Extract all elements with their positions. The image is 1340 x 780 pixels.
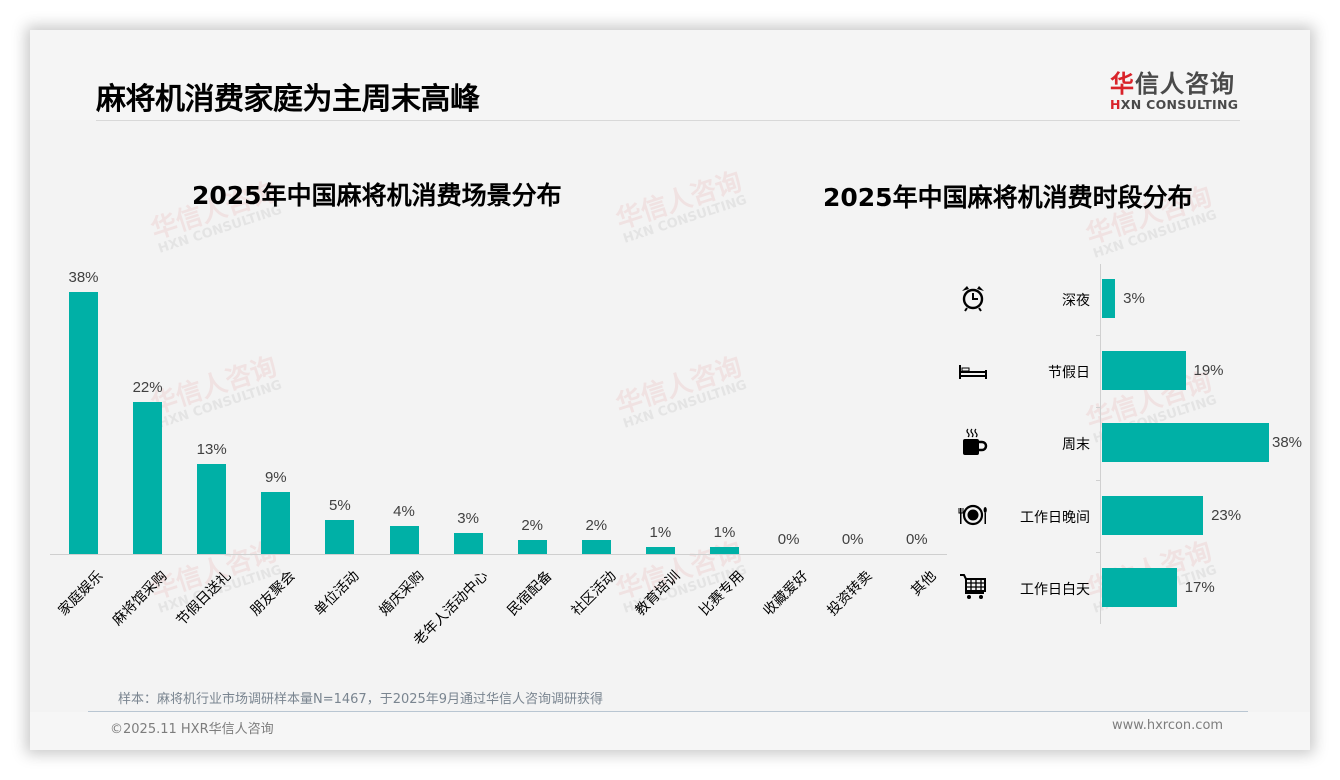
x-category-label: 教育培训 xyxy=(632,568,684,620)
shopping-cart-icon xyxy=(958,572,988,602)
y-category-label: 深夜 xyxy=(1062,293,1090,309)
page-title: 麻将机消费家庭为主周末高峰 xyxy=(96,82,480,117)
bar-value-label: 38% xyxy=(68,269,99,286)
x-category-label: 其他 xyxy=(908,568,940,600)
bar[interactable] xyxy=(1102,423,1269,463)
bar-value-label: 5% xyxy=(329,496,351,514)
slide: 麻将机消费家庭为主周末高峰 华信人咨询 HXN CONSULTING 华信人咨询… xyxy=(30,30,1310,750)
bar-value-label: 0% xyxy=(777,531,800,548)
bar[interactable] xyxy=(645,547,675,554)
x-category-label: 投资转卖 xyxy=(824,568,876,620)
website-link[interactable]: www.hxrcon.com xyxy=(1112,718,1224,733)
bar-value-label: 38% xyxy=(1272,434,1303,452)
plate-cutlery-icon xyxy=(958,500,988,530)
bar[interactable] xyxy=(325,519,355,554)
bar[interactable] xyxy=(710,547,739,554)
bar[interactable] xyxy=(581,540,611,554)
bar-value-label: 9% xyxy=(264,468,287,486)
bar-value-label: 19% xyxy=(1193,362,1224,380)
bar-value-label: 3% xyxy=(1123,290,1145,307)
logo-en: HXN CONSULTING xyxy=(1110,97,1239,112)
bar-value-label: 3% xyxy=(457,510,479,528)
coffee-mug-icon xyxy=(958,427,988,457)
bar[interactable] xyxy=(197,464,227,554)
x-category-label: 家庭娱乐 xyxy=(55,568,107,620)
bar-value-label: 22% xyxy=(132,379,163,397)
footer-divider xyxy=(88,711,1248,712)
axis-tick xyxy=(1096,551,1101,553)
title-divider xyxy=(96,120,1240,121)
x-category-label: 婚庆采购 xyxy=(376,568,427,620)
brand-logo: 华信人咨询 HXN CONSULTING xyxy=(1110,64,1240,112)
x-category-label: 节假日送礼 xyxy=(173,568,235,629)
scene-distribution-chart: 38% 家庭娱乐 22% 麻将馆采购 13% 节假日送礼 9% 朋友聚会 5% 单位活动 4% 婚庆采… xyxy=(30,30,1310,750)
bar-value-label: 13% xyxy=(196,441,227,459)
sample-note: 样本：麻将机行业市场调研样本量N=1467，于2025年9月通过华信人咨询调研获… xyxy=(118,692,604,707)
y-category-label: 工作日晚间 xyxy=(1020,509,1090,526)
bar-value-label: 4% xyxy=(393,503,415,521)
bar[interactable] xyxy=(453,533,483,554)
copyright: ©2025.11 HXR华信人咨询 xyxy=(110,722,274,737)
axis-tick xyxy=(1096,479,1101,481)
header-band xyxy=(30,30,1310,120)
x-category-label: 社区活动 xyxy=(568,568,620,620)
axis-tick xyxy=(1096,335,1101,337)
x-category-label: 单位活动 xyxy=(311,568,363,620)
bar-value-label: 1% xyxy=(649,524,672,542)
bar-value-label: 0% xyxy=(905,531,928,548)
x-axis-line xyxy=(50,554,947,555)
bar[interactable] xyxy=(69,292,98,554)
bar-value-label: 17% xyxy=(1184,578,1215,596)
axis-tick xyxy=(1096,407,1101,409)
bar-value-label: 23% xyxy=(1211,506,1242,524)
bar-value-label: 1% xyxy=(713,524,736,542)
bar-value-label: 0% xyxy=(841,531,864,548)
bar-value-label: 2% xyxy=(585,517,608,535)
x-category-label: 比赛专用 xyxy=(696,568,748,620)
bar-value-label: 2% xyxy=(521,517,544,535)
bar[interactable] xyxy=(389,526,419,554)
bar[interactable] xyxy=(517,540,547,554)
footer-band xyxy=(30,712,1310,750)
bar[interactable] xyxy=(261,491,291,554)
y-category-label: 工作日白天 xyxy=(1020,581,1090,598)
bed-icon xyxy=(958,355,988,385)
bar[interactable] xyxy=(1102,279,1116,318)
y-category-label: 周末 xyxy=(1062,437,1090,454)
x-category-label: 麻将馆采购 xyxy=(109,568,171,629)
x-category-label: 朋友聚会 xyxy=(247,568,299,620)
alarm-clock-icon xyxy=(958,283,988,313)
x-category-label: 收藏爱好 xyxy=(760,568,812,620)
bar[interactable] xyxy=(133,402,163,554)
right-chart-title: 2025年中国麻将机消费时段分布 xyxy=(823,183,1193,212)
bar[interactable] xyxy=(1102,495,1204,535)
y-category-label: 节假日 xyxy=(1048,365,1090,382)
logo-cn: 华信人咨询 xyxy=(1110,70,1235,98)
bar[interactable] xyxy=(1102,567,1177,607)
x-category-label: 民宿配备 xyxy=(504,568,556,620)
left-chart-title: 2025年中国麻将机消费场景分布 xyxy=(192,181,562,210)
y-axis-line xyxy=(1100,264,1101,624)
bar[interactable] xyxy=(1102,351,1186,391)
